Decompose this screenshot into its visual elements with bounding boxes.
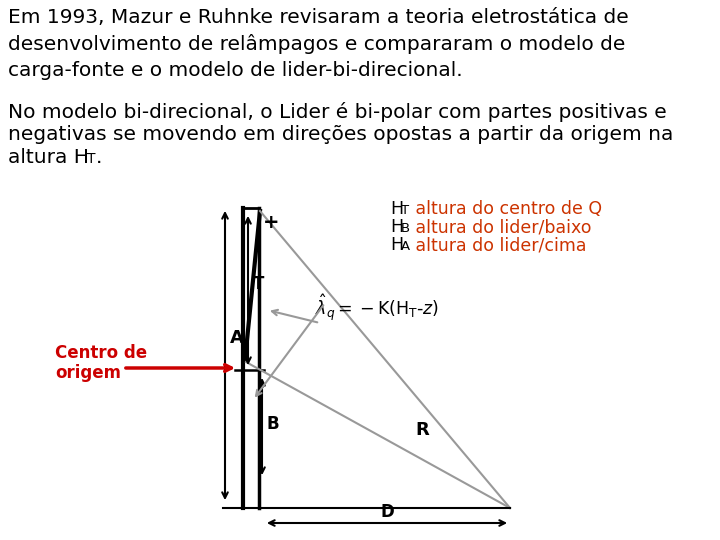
Text: altura do lider/cima: altura do lider/cima bbox=[410, 236, 587, 254]
Text: H: H bbox=[390, 200, 403, 218]
Text: T: T bbox=[87, 152, 96, 166]
Text: A: A bbox=[230, 329, 244, 347]
Text: B: B bbox=[401, 222, 410, 235]
Text: D: D bbox=[380, 503, 394, 521]
Text: T: T bbox=[401, 204, 409, 217]
Text: negativas se movendo em direções opostas a partir da origem na: negativas se movendo em direções opostas… bbox=[8, 125, 673, 144]
Text: altura H: altura H bbox=[8, 148, 89, 167]
Text: altura do centro de Q: altura do centro de Q bbox=[410, 200, 602, 218]
Text: H: H bbox=[390, 218, 403, 236]
Text: $\hat{\lambda}_q = -\mathrm{K}(\mathrm{H_T}\text{-}z)$: $\hat{\lambda}_q = -\mathrm{K}(\mathrm{H… bbox=[315, 293, 439, 323]
Text: altura do lider/baixo: altura do lider/baixo bbox=[410, 218, 592, 236]
Text: T: T bbox=[253, 275, 264, 293]
Text: Centro de
origem: Centro de origem bbox=[55, 343, 147, 382]
Text: H: H bbox=[390, 236, 403, 254]
Text: +: + bbox=[263, 213, 279, 233]
Text: No modelo bi-direcional, o Lider é bi-polar com partes positivas e: No modelo bi-direcional, o Lider é bi-po… bbox=[8, 102, 667, 122]
Text: R: R bbox=[415, 421, 428, 439]
Text: A: A bbox=[401, 240, 410, 253]
Text: -: - bbox=[257, 378, 264, 396]
Text: Em 1993, Mazur e Ruhnke revisaram a teoria eletrostática de
desenvolvimento de r: Em 1993, Mazur e Ruhnke revisaram a teor… bbox=[8, 8, 629, 80]
Text: .: . bbox=[96, 148, 102, 167]
Text: B: B bbox=[266, 415, 279, 433]
